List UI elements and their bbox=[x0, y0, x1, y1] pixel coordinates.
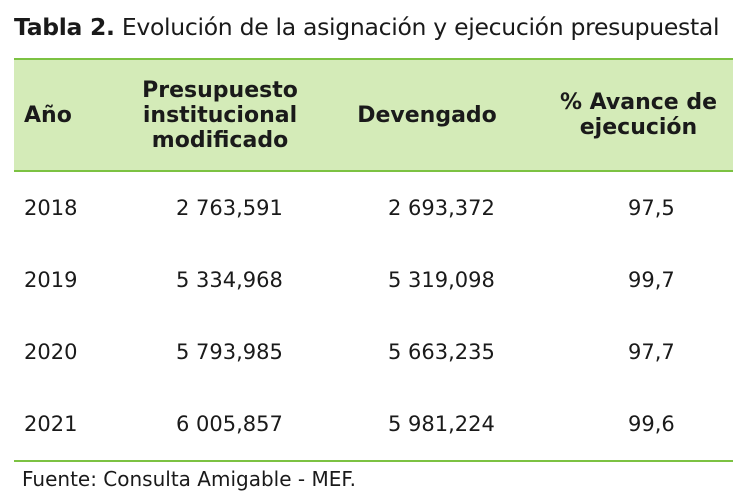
header-accrued: Devengado bbox=[357, 102, 497, 128]
cell-accrued: 5 663,235 bbox=[388, 340, 495, 364]
cell-execution-progress: 99,7 bbox=[628, 268, 675, 292]
cell-year: 2021 bbox=[24, 412, 78, 436]
cell-accrued: 2 693,372 bbox=[388, 196, 495, 220]
cell-modified-budget: 6 005,857 bbox=[176, 412, 283, 436]
header-execution-progress: % Avance de ejecución bbox=[559, 90, 718, 140]
cell-year: 2019 bbox=[24, 268, 78, 292]
cell-execution-progress: 97,5 bbox=[628, 196, 675, 220]
table-caption: Tabla 2. Evolución de la asignación y ej… bbox=[14, 10, 720, 44]
table-row: 2020 5 793,985 5 663,235 97,7 bbox=[14, 316, 733, 388]
table-bottom-rule bbox=[14, 460, 733, 462]
cell-modified-budget: 5 334,968 bbox=[176, 268, 283, 292]
table-header: Año Presupuesto institucional modificado… bbox=[14, 60, 733, 170]
header-year: Año bbox=[24, 102, 72, 128]
cell-year: 2020 bbox=[24, 340, 78, 364]
cell-modified-budget: 2 763,591 bbox=[176, 196, 283, 220]
header-modified-budget: Presupuesto institucional modificado bbox=[142, 77, 298, 153]
table-header-rule bbox=[14, 170, 733, 172]
cell-execution-progress: 97,7 bbox=[628, 340, 675, 364]
table-top-rule bbox=[14, 58, 733, 60]
cell-accrued: 5 981,224 bbox=[388, 412, 495, 436]
table-row: 2021 6 005,857 5 981,224 99,6 bbox=[14, 388, 733, 460]
cell-modified-budget: 5 793,985 bbox=[176, 340, 283, 364]
cell-accrued: 5 319,098 bbox=[388, 268, 495, 292]
caption-label: Tabla 2. bbox=[14, 13, 115, 41]
source-note: Fuente: Consulta Amigable - MEF. bbox=[22, 467, 356, 491]
cell-execution-progress: 99,6 bbox=[628, 412, 675, 436]
budget-table: Año Presupuesto institucional modificado… bbox=[14, 58, 733, 462]
caption-text: Evolución de la asignación y ejecución p… bbox=[114, 13, 720, 41]
table-row: 2019 5 334,968 5 319,098 99,7 bbox=[14, 244, 733, 316]
cell-year: 2018 bbox=[24, 196, 78, 220]
table-row: 2018 2 763,591 2 693,372 97,5 bbox=[14, 172, 733, 244]
